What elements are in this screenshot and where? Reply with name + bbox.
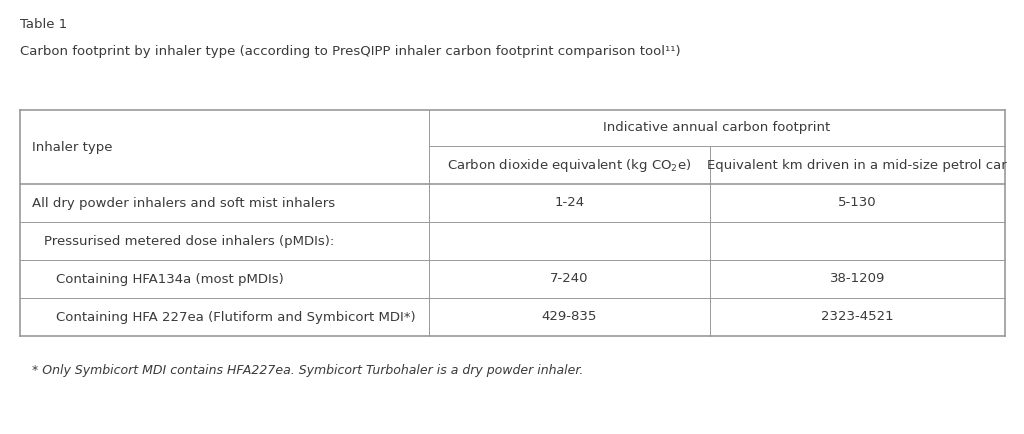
- Text: Equivalent km driven in a mid-size petrol car: Equivalent km driven in a mid-size petro…: [708, 158, 1008, 171]
- Text: 2323-4521: 2323-4521: [821, 310, 894, 323]
- Text: 7-240: 7-240: [550, 273, 589, 286]
- Text: Carbon footprint by inhaler type (according to PresQIPP inhaler carbon footprint: Carbon footprint by inhaler type (accord…: [20, 45, 681, 58]
- Text: Containing HFA134a (most pMDIs): Containing HFA134a (most pMDIs): [56, 273, 284, 286]
- Text: All dry powder inhalers and soft mist inhalers: All dry powder inhalers and soft mist in…: [32, 197, 335, 210]
- Text: Inhaler type: Inhaler type: [32, 141, 113, 154]
- Text: 5-130: 5-130: [838, 197, 877, 210]
- Text: Pressurised metered dose inhalers (pMDIs):: Pressurised metered dose inhalers (pMDIs…: [44, 234, 334, 247]
- Text: 429-835: 429-835: [542, 310, 597, 323]
- Text: 38-1209: 38-1209: [829, 273, 885, 286]
- Text: Carbon dioxide equivalent (kg CO$_2$e): Carbon dioxide equivalent (kg CO$_2$e): [446, 157, 691, 174]
- Text: 1-24: 1-24: [554, 197, 585, 210]
- Text: * Only Symbicort MDI contains HFA227ea. Symbicort Turbohaler is a dry powder inh: * Only Symbicort MDI contains HFA227ea. …: [32, 364, 584, 377]
- Text: Table 1: Table 1: [20, 18, 68, 31]
- Text: Containing HFA 227ea (Flutiform and Symbicort MDI*): Containing HFA 227ea (Flutiform and Symb…: [56, 310, 416, 323]
- Text: Indicative annual carbon footprint: Indicative annual carbon footprint: [603, 122, 830, 135]
